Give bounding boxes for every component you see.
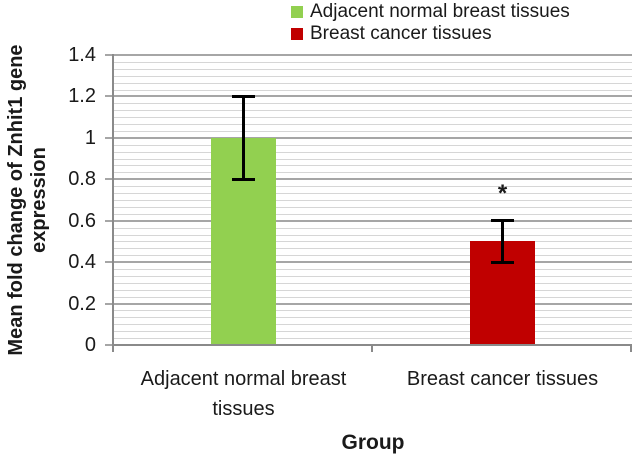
- error-bar-cap: [232, 177, 255, 181]
- error-bar: [242, 96, 245, 180]
- error-bar-cap: [491, 260, 514, 264]
- legend-label: Adjacent normal breast tissues: [310, 1, 570, 22]
- minor-gridline: [114, 296, 632, 298]
- minor-gridline: [114, 124, 632, 126]
- legend-item-cancer: Breast cancer tissues: [291, 23, 570, 45]
- y-axis-tick: [105, 261, 112, 264]
- y-axis-tick: [105, 302, 112, 305]
- minor-gridline: [114, 130, 632, 132]
- minor-gridline: [114, 110, 632, 112]
- minor-gridline: [114, 234, 632, 236]
- minor-gridline: [114, 310, 632, 312]
- minor-gridline: [114, 255, 632, 257]
- minor-gridline: [114, 103, 632, 105]
- y-axis-tick: [105, 344, 112, 346]
- legend-label: Breast cancer tissues: [310, 23, 492, 44]
- y-axis-title-line2: expression: [28, 147, 50, 253]
- minor-gridline: [114, 324, 632, 326]
- y-axis-title-line1: Mean fold change of Znhit1 gene: [5, 44, 27, 356]
- minor-gridline: [114, 289, 632, 291]
- y-tick-label: 1.2: [68, 85, 96, 108]
- x-axis-tick: [630, 345, 632, 352]
- minor-gridline: [114, 317, 632, 319]
- minor-gridline: [114, 151, 632, 153]
- x-category-label: Adjacent normal breast tissues: [104, 364, 384, 424]
- x-category-label-line: tissues: [212, 398, 275, 420]
- y-tick-label: 0.2: [68, 292, 96, 315]
- legend-item-normal: Adjacent normal breast tissues: [291, 1, 570, 23]
- x-category-label-line: Adjacent normal breast: [140, 368, 347, 390]
- y-axis-line: [112, 54, 114, 346]
- y-axis-tick: [105, 136, 112, 139]
- error-bar-cap: [491, 219, 514, 223]
- minor-gridline: [114, 61, 632, 63]
- minor-gridline: [114, 172, 632, 174]
- y-tick-label: 0: [84, 334, 96, 356]
- minor-gridline: [114, 158, 632, 160]
- minor-gridline: [114, 282, 632, 284]
- minor-gridline: [114, 89, 632, 91]
- minor-gridline: [114, 82, 632, 84]
- plot-area: *: [114, 54, 632, 345]
- minor-gridline: [114, 248, 632, 250]
- minor-gridline: [114, 117, 632, 119]
- minor-gridline: [114, 186, 632, 188]
- minor-gridline: [114, 144, 632, 146]
- minor-gridline: [114, 331, 632, 333]
- error-bar-cap: [232, 94, 255, 98]
- significance-asterisk: *: [497, 179, 508, 207]
- minor-gridline: [114, 75, 632, 77]
- minor-gridline: [114, 68, 632, 70]
- x-category-label-line: Breast cancer tissues: [406, 368, 599, 390]
- minor-gridline: [114, 275, 632, 277]
- y-axis-tick: [105, 54, 112, 56]
- y-tick-label: 0.8: [68, 168, 96, 191]
- y-tick-label: 0.6: [68, 209, 96, 232]
- major-gridline: [114, 178, 632, 181]
- major-gridline: [114, 261, 632, 264]
- legend-swatch: [291, 6, 303, 18]
- minor-gridline: [114, 241, 632, 243]
- minor-gridline: [114, 206, 632, 208]
- y-tick-label: 1.4: [68, 44, 96, 66]
- major-gridline: [114, 302, 632, 305]
- x-category-label: Breast cancer tissues: [363, 364, 632, 394]
- x-axis-tick: [371, 345, 373, 352]
- x-axis-tick: [112, 345, 114, 352]
- minor-gridline: [114, 200, 632, 201]
- y-axis-tick: [105, 95, 112, 98]
- minor-gridline: [114, 165, 632, 167]
- minor-gridline: [114, 269, 632, 271]
- y-axis-tick: [105, 178, 112, 181]
- minor-gridline: [114, 338, 632, 340]
- y-axis-tick: [105, 219, 112, 222]
- minor-gridline: [114, 227, 632, 229]
- major-gridline: [114, 136, 632, 139]
- legend: Adjacent normal breast tissues Breast ca…: [291, 1, 570, 45]
- error-bar: [501, 220, 504, 263]
- y-tick-label: 0.4: [68, 251, 96, 274]
- legend-swatch: [291, 28, 303, 40]
- major-gridline: [114, 54, 632, 56]
- major-gridline: [114, 219, 632, 222]
- y-tick-label: 1: [84, 126, 96, 149]
- minor-gridline: [114, 193, 632, 195]
- minor-gridline: [114, 213, 632, 215]
- y-axis-title: Mean fold change of Znhit1 gene expressi…: [5, 15, 51, 385]
- major-gridline: [114, 95, 632, 98]
- x-axis-title: Group: [341, 431, 405, 454]
